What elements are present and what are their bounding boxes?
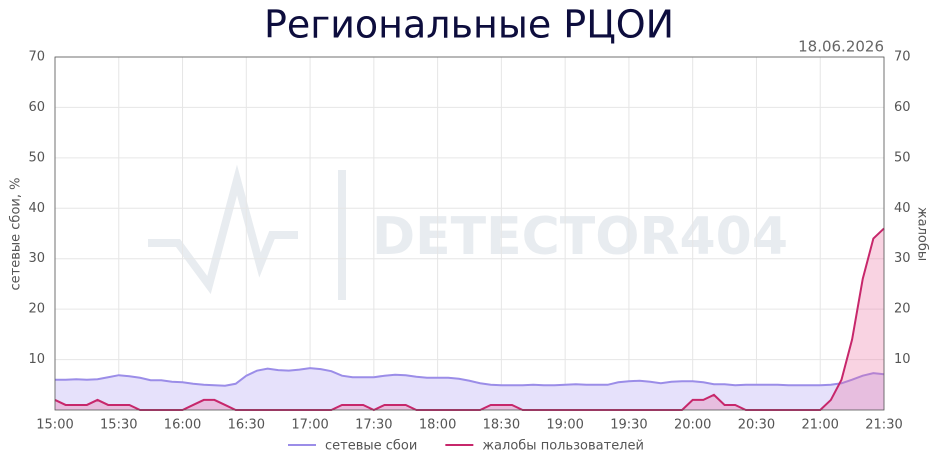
y2-tick-label: 60	[894, 100, 911, 115]
watermark-logo	[148, 164, 346, 300]
x-tick-label: 16:00	[164, 418, 201, 433]
y-tick-label: 40	[28, 201, 45, 216]
legend-label: сетевые сбои	[325, 439, 417, 454]
x-tick-label: 21:00	[801, 418, 838, 433]
y2-tick-label: 50	[894, 150, 911, 165]
y-tick-label: 10	[28, 352, 45, 367]
y2-tick-label: 30	[894, 251, 911, 266]
x-tick-label: 20:00	[674, 418, 711, 433]
y-tick-label: 70	[28, 50, 45, 65]
area	[55, 368, 884, 410]
plot-frame	[54, 56, 885, 411]
y-tick-label: 30	[28, 251, 45, 266]
x-tick-label: 20:30	[738, 418, 775, 433]
x-tick-label: 21:30	[865, 418, 902, 433]
y2-axis-label: жалобы	[915, 207, 930, 261]
x-tick-label: 18:30	[483, 418, 520, 433]
y-tick-label: 20	[28, 302, 45, 317]
x-tick-label: 16:30	[228, 418, 265, 433]
x-tick-label: 19:00	[546, 418, 583, 433]
legend-label: жалобы пользователей	[482, 439, 644, 454]
date: 18.06.2026	[798, 38, 884, 56]
y2-tick-label: 40	[894, 201, 911, 216]
x-tick-label: 19:30	[610, 418, 647, 433]
line	[55, 367, 885, 387]
y-tick-label: 60	[28, 100, 45, 115]
x-tick-label: 17:30	[355, 418, 392, 433]
x-tick-label: 15:00	[36, 418, 73, 433]
x-tick-label: 18:00	[419, 418, 456, 433]
y-tick-label: 50	[28, 150, 45, 165]
y2-tick-label: 10	[894, 352, 911, 367]
y2-tick-label: 20	[894, 302, 911, 317]
watermark: DETECTOR404	[372, 207, 788, 267]
x-tick-label: 17:00	[291, 418, 328, 433]
x-tick-label: 15:30	[100, 418, 137, 433]
y-axis-label: сетевые сбои, %	[9, 178, 24, 291]
y2-tick-label: 70	[894, 50, 911, 65]
chart-title: Региональные РЦОИ	[264, 3, 674, 47]
